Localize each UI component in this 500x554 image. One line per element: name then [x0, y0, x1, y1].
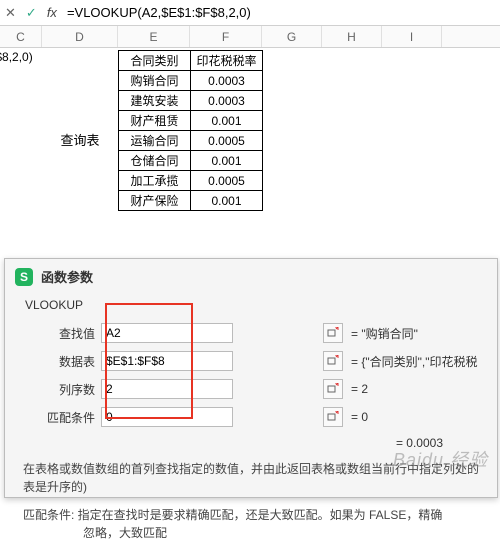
cell: 0.0005	[191, 171, 263, 191]
param-row-lookup-value: 查找值 = "购销合同"	[19, 320, 483, 346]
fx-icon[interactable]: fx	[42, 5, 67, 20]
param-label: 匹配条件	[19, 409, 101, 426]
confirm-icon[interactable]: ✓	[21, 5, 42, 21]
cell: 建筑安装	[119, 91, 191, 111]
formula-input[interactable]	[67, 5, 500, 20]
function-args-dialog: S 函数参数 VLOOKUP 查找值 = "购销合同" 数据表 = {"合同类别…	[4, 258, 498, 498]
query-table-label: 查询表	[42, 130, 118, 149]
formula-bar: ✕ ✓ fx	[0, 0, 500, 26]
cell: 0.0005	[191, 131, 263, 151]
cell-editing-overflow: 2,$E$1:$F$8,2,0)	[0, 50, 33, 64]
param-label: 查找值	[19, 325, 101, 342]
lookup-table: 合同类别印花税税率 购销合同0.0003 建筑安装0.0003 财产租赁0.00…	[118, 50, 263, 211]
param-description: 匹配条件: 指定在查找时是要求精确匹配，还是大致匹配。如果为 FALSE，精确 …	[19, 500, 483, 546]
cell: 0.001	[191, 151, 263, 171]
col-header[interactable]: H	[322, 26, 382, 47]
cancel-icon[interactable]: ✕	[0, 5, 21, 21]
th: 合同类别	[119, 51, 191, 71]
cell: 0.001	[191, 111, 263, 131]
param-input-range-lookup[interactable]	[101, 407, 233, 427]
cell: 0.0003	[191, 71, 263, 91]
range-selector-icon[interactable]	[323, 379, 343, 399]
function-description: 在表格或数值数组的首列查找指定的数值，并由此返回表格或数组当前行中指定列处的 表…	[19, 454, 483, 500]
cell: 运输合同	[119, 131, 191, 151]
param-label: 数据表	[19, 353, 101, 370]
dialog-title-bar: S 函数参数	[5, 259, 497, 294]
cell: 财产保险	[119, 191, 191, 211]
cell: 0.0003	[191, 91, 263, 111]
cell: 0.001	[191, 191, 263, 211]
param-input-table-array[interactable]	[101, 351, 233, 371]
cell: 仓储合同	[119, 151, 191, 171]
param-label: 列序数	[19, 381, 101, 398]
dialog-title: 函数参数	[41, 267, 93, 286]
param-result: = {"合同类别","印花税税	[351, 353, 477, 370]
param-row-range-lookup: 匹配条件 = 0	[19, 404, 483, 430]
col-header[interactable]: C	[0, 26, 42, 47]
col-header[interactable]: E	[118, 26, 190, 47]
col-header[interactable]: G	[262, 26, 322, 47]
cell: 加工承揽	[119, 171, 191, 191]
param-input-lookup-value[interactable]	[101, 323, 233, 343]
spreadsheet-grid[interactable]: 2,$E$1:$F$8,2,0) 查询表 合同类别印花税税率 购销合同0.000…	[0, 48, 500, 278]
col-header[interactable]: D	[42, 26, 118, 47]
param-result: = 2	[351, 382, 368, 396]
function-name: VLOOKUP	[19, 298, 483, 312]
formula-result: = 0.0003	[19, 432, 483, 454]
th: 印花税税率	[191, 51, 263, 71]
param-row-table-array: 数据表 = {"合同类别","印花税税	[19, 348, 483, 374]
range-selector-icon[interactable]	[323, 323, 343, 343]
param-row-col-index: 列序数 = 2	[19, 376, 483, 402]
col-header[interactable]: F	[190, 26, 262, 47]
param-result: = "购销合同"	[351, 325, 418, 342]
param-input-col-index[interactable]	[101, 379, 233, 399]
column-headers: C D E F G H I	[0, 26, 500, 48]
param-result: = 0	[351, 410, 368, 424]
col-header[interactable]: I	[382, 26, 442, 47]
app-icon: S	[15, 268, 33, 286]
cell: 财产租赁	[119, 111, 191, 131]
cell: 购销合同	[119, 71, 191, 91]
range-selector-icon[interactable]	[323, 407, 343, 427]
range-selector-icon[interactable]	[323, 351, 343, 371]
